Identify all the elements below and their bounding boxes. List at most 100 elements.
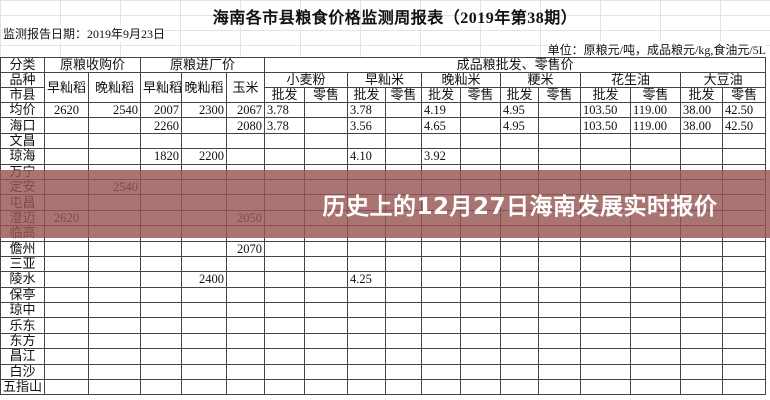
table-cell[interactable]: 2620 (44, 101, 89, 119)
table-cell[interactable] (460, 379, 502, 396)
table-cell[interactable] (226, 148, 266, 165)
table-cell[interactable]: 2070 (226, 240, 266, 257)
table-cell[interactable] (460, 101, 502, 119)
table-cell[interactable] (538, 117, 582, 134)
table-cell[interactable] (385, 379, 423, 396)
table-cell[interactable] (630, 286, 682, 304)
table-cell[interactable] (680, 148, 724, 165)
table-cell[interactable] (680, 132, 724, 150)
table-cell[interactable] (421, 332, 462, 350)
table-cell[interactable] (538, 271, 582, 288)
table-cell[interactable] (385, 148, 423, 165)
table-cell[interactable] (630, 148, 682, 165)
table-cell[interactable] (304, 132, 349, 150)
table-cell[interactable] (680, 302, 724, 319)
table-cell[interactable]: 4.25 (347, 271, 387, 288)
table-cell[interactable] (264, 255, 306, 273)
table-cell[interactable] (304, 317, 349, 334)
table-cell[interactable] (680, 240, 724, 257)
table-cell[interactable] (385, 255, 423, 273)
table-cell[interactable] (304, 148, 349, 165)
table-cell[interactable] (347, 255, 387, 273)
table-cell[interactable] (264, 332, 306, 350)
table-cell[interactable] (44, 379, 89, 396)
table-cell[interactable] (347, 286, 387, 304)
table-cell[interactable] (181, 286, 228, 304)
table-cell[interactable] (304, 363, 349, 381)
table-cell[interactable] (460, 255, 502, 273)
table-cell[interactable] (44, 271, 89, 288)
table-cell[interactable] (460, 286, 502, 304)
table-cell[interactable] (87, 148, 142, 165)
table-cell[interactable] (264, 240, 306, 257)
table-cell[interactable] (580, 317, 632, 334)
table-cell[interactable] (264, 379, 306, 396)
table-cell[interactable]: 1820 (140, 148, 183, 165)
table-cell[interactable] (538, 286, 582, 304)
table-cell[interactable] (226, 348, 266, 365)
table-cell[interactable] (460, 348, 502, 365)
table-cell[interactable] (680, 255, 724, 273)
table-cell[interactable] (87, 286, 142, 304)
table-cell[interactable] (181, 348, 228, 365)
table-cell[interactable]: 3.92 (421, 148, 462, 165)
table-cell[interactable] (385, 132, 423, 150)
table-cell[interactable] (264, 317, 306, 334)
table-cell[interactable] (722, 132, 767, 150)
table-cell[interactable] (580, 148, 632, 165)
table-cell[interactable] (630, 317, 682, 334)
table-cell[interactable]: 42.50 (722, 117, 767, 134)
table-cell[interactable]: 4.95 (500, 117, 540, 134)
table-cell[interactable] (87, 348, 142, 365)
table-cell[interactable] (264, 363, 306, 381)
table-cell[interactable] (347, 302, 387, 319)
table-cell[interactable] (500, 132, 540, 150)
table-cell[interactable] (44, 302, 89, 319)
table-cell[interactable]: 103.50 (580, 101, 632, 119)
table-cell[interactable] (140, 302, 183, 319)
table-cell[interactable] (680, 363, 724, 381)
table-cell[interactable] (385, 332, 423, 350)
table-cell[interactable] (421, 348, 462, 365)
table-cell[interactable] (226, 286, 266, 304)
table-cell[interactable] (538, 317, 582, 334)
table-cell[interactable] (385, 348, 423, 365)
table-cell[interactable] (385, 363, 423, 381)
table-cell[interactable] (580, 271, 632, 288)
table-cell[interactable] (580, 286, 632, 304)
table-cell[interactable] (500, 317, 540, 334)
table-cell[interactable] (580, 379, 632, 396)
table-cell[interactable] (347, 379, 387, 396)
table-cell[interactable] (722, 271, 767, 288)
table-cell[interactable] (44, 286, 89, 304)
table-cell[interactable]: 4.19 (421, 101, 462, 119)
table-cell[interactable] (226, 379, 266, 396)
table-cell[interactable] (226, 132, 266, 150)
table-cell[interactable] (421, 379, 462, 396)
table-cell[interactable] (140, 240, 183, 257)
table-cell[interactable] (630, 363, 682, 381)
table-cell[interactable]: 119.00 (630, 101, 682, 119)
table-cell[interactable] (304, 117, 349, 134)
table-cell[interactable] (538, 302, 582, 319)
table-cell[interactable] (500, 332, 540, 350)
table-cell[interactable] (538, 332, 582, 350)
table-cell[interactable] (500, 240, 540, 257)
table-cell[interactable] (385, 117, 423, 134)
table-cell[interactable]: 4.95 (500, 101, 540, 119)
table-cell[interactable] (630, 332, 682, 350)
table-cell[interactable] (500, 255, 540, 273)
table-cell[interactable] (304, 240, 349, 257)
table-cell[interactable]: 3.78 (264, 117, 306, 134)
table-cell[interactable] (722, 363, 767, 381)
table-cell[interactable] (87, 117, 142, 134)
table-cell[interactable] (385, 302, 423, 319)
table-cell[interactable] (630, 255, 682, 273)
table-cell[interactable]: 38.00 (680, 101, 724, 119)
table-cell[interactable] (722, 302, 767, 319)
table-cell[interactable]: 3.78 (264, 101, 306, 119)
table-cell[interactable] (460, 302, 502, 319)
table-cell[interactable] (580, 348, 632, 365)
table-cell[interactable] (304, 255, 349, 273)
table-cell[interactable] (44, 255, 89, 273)
